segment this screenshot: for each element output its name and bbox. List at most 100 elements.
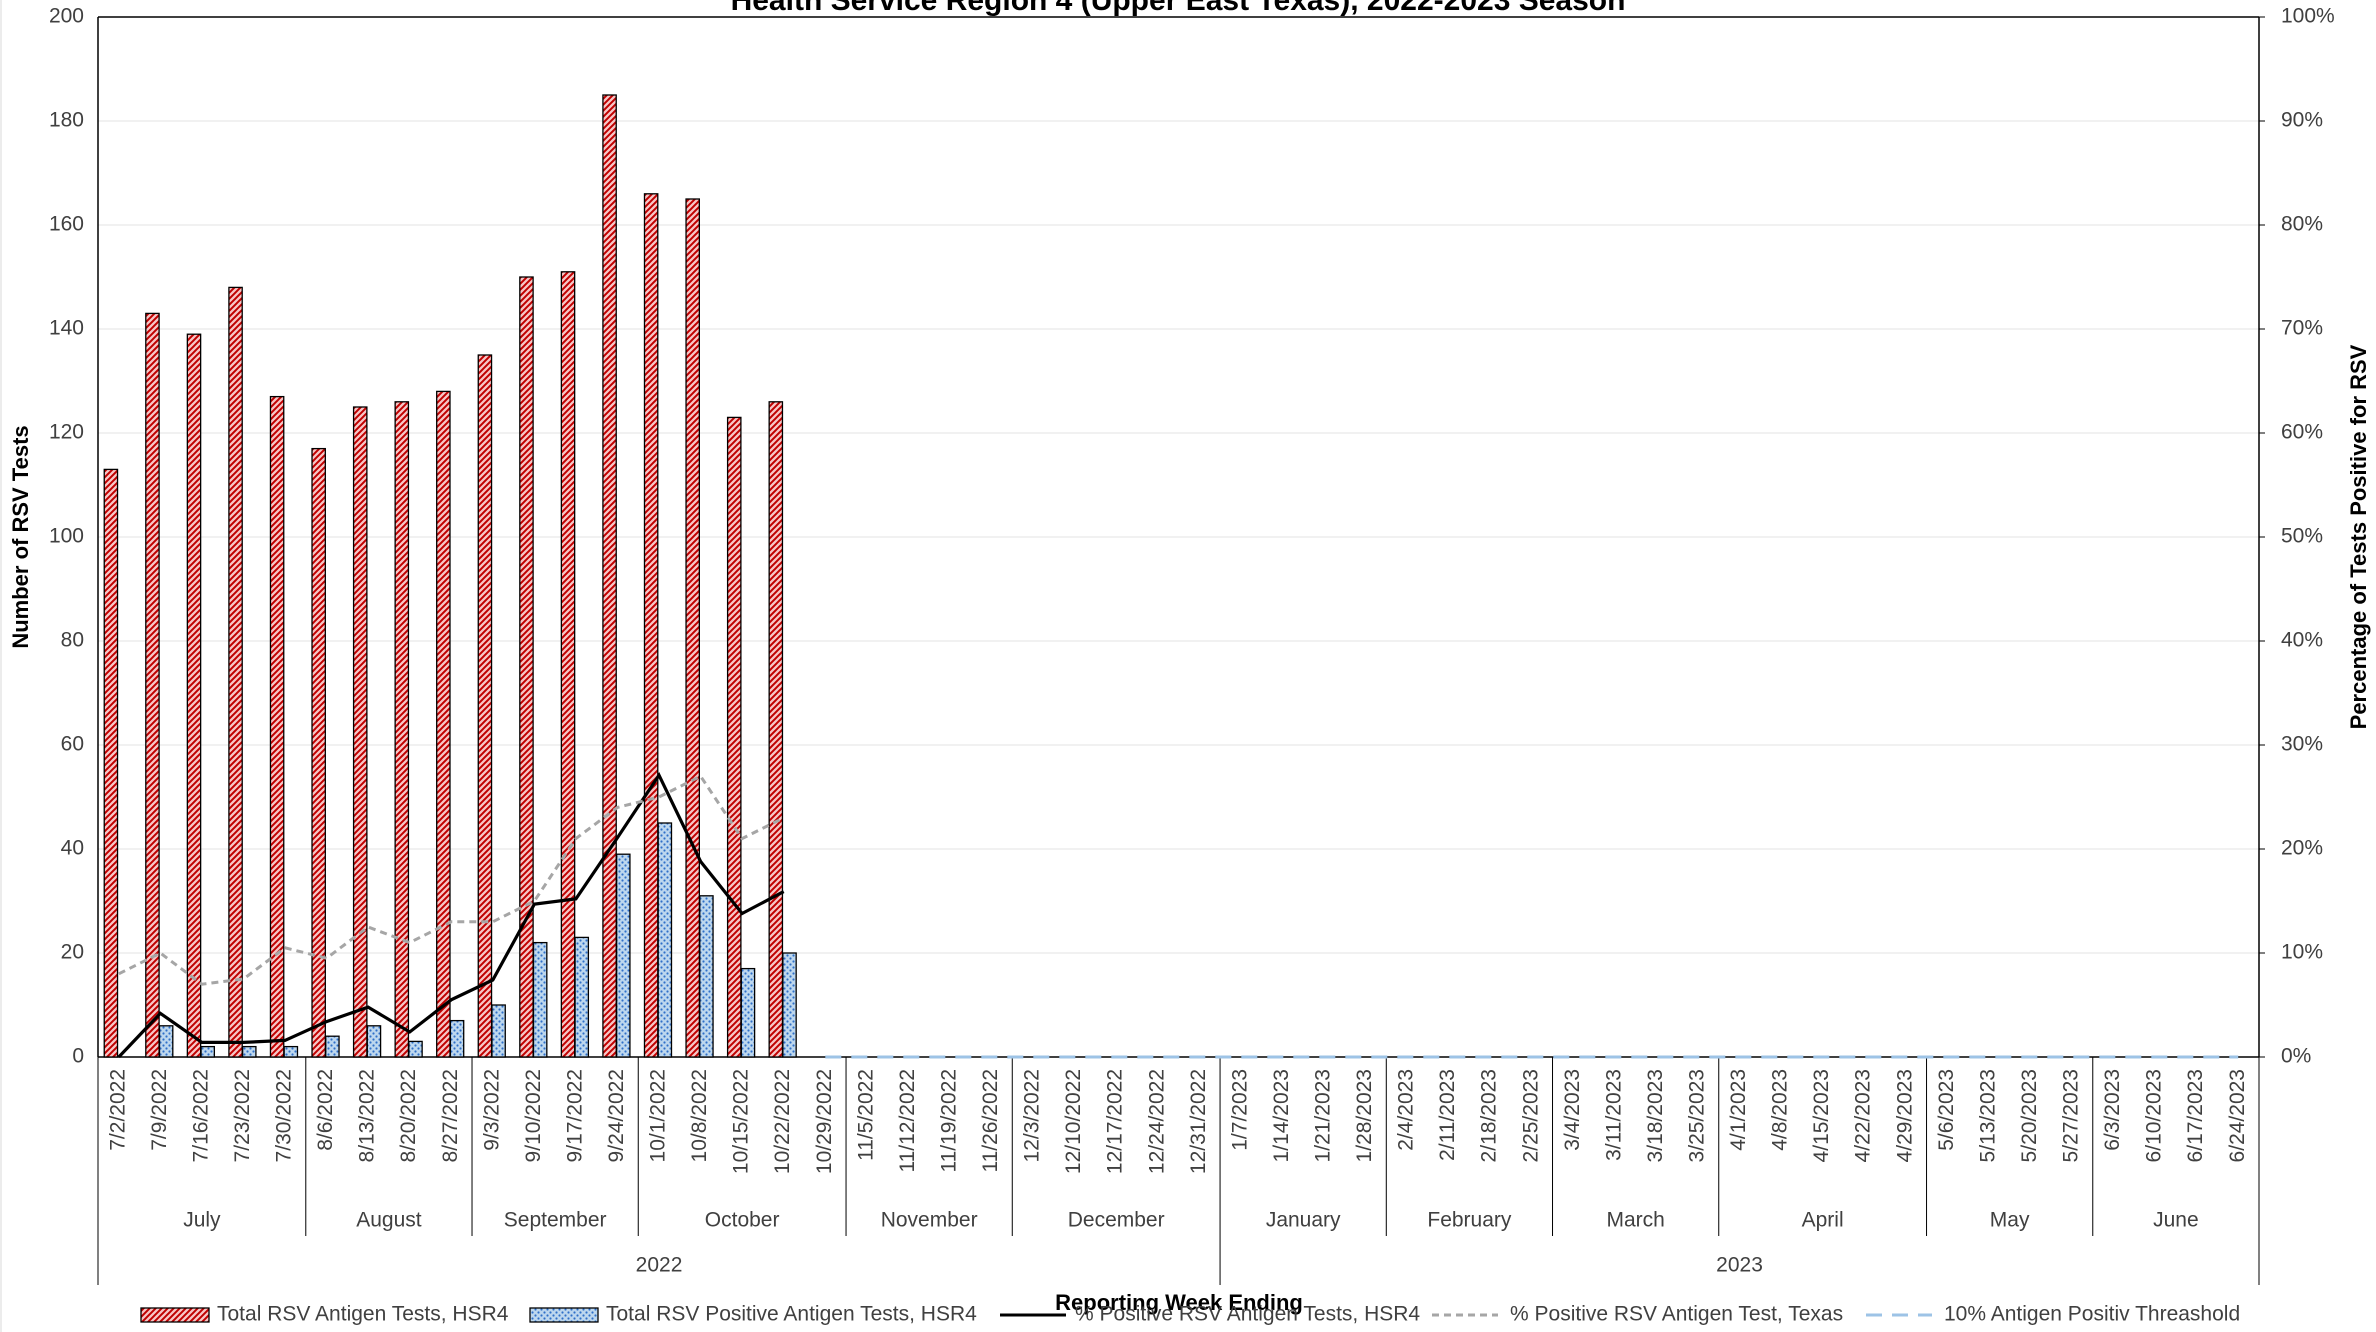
month-label: April (1802, 1209, 1844, 1232)
bar (477, 354, 493, 1058)
x-tick-label: 11/19/2022 (937, 1069, 960, 1173)
x-tick-label: 1/7/2023 (1228, 1069, 1251, 1151)
x-tick-label: 8/6/2022 (314, 1069, 337, 1151)
month-label: October (705, 1209, 780, 1232)
y2-tick-label: 90% (2281, 109, 2323, 132)
y2-tick-label: 100% (2281, 5, 2335, 28)
x-tick-label: 6/3/2023 (2101, 1069, 2124, 1151)
x-tick-label: 4/29/2023 (1893, 1069, 1916, 1162)
x-tick-label: 7/2/2022 (106, 1069, 129, 1151)
x-tick-label: 4/8/2023 (1769, 1069, 1792, 1151)
bar (352, 406, 368, 1058)
x-tick-label: 2/25/2023 (1519, 1069, 1542, 1162)
y-tick-label: 60 (61, 733, 84, 756)
bar (657, 822, 673, 1058)
y-tick-label: 200 (49, 5, 84, 28)
x-tick-label: 11/12/2022 (896, 1069, 919, 1173)
bar (615, 853, 631, 1058)
y2-tick-label: 80% (2281, 213, 2323, 236)
x-tick-label: 3/18/2023 (1644, 1069, 1667, 1162)
y2-tick-label: 50% (2281, 525, 2323, 548)
x-tick-label: 8/13/2022 (356, 1069, 379, 1162)
legend-label: % Positive RSV Antigen Test, Texas (1510, 1303, 1843, 1326)
month-label: February (1427, 1209, 1512, 1232)
y2-tick-label: 30% (2281, 733, 2323, 756)
x-tick-label: 5/27/2023 (2060, 1069, 2083, 1162)
bar (491, 1004, 506, 1058)
x-tick-label: 1/28/2023 (1353, 1069, 1376, 1162)
bar (228, 286, 243, 1058)
x-tick-label: 12/10/2022 (1062, 1069, 1085, 1174)
y2-tick-label: 40% (2281, 629, 2323, 652)
bar (158, 1025, 174, 1058)
y2-axis-title: Percentage of Tests Positive for RSV (2346, 344, 2371, 729)
y-tick-label: 100 (49, 525, 84, 548)
bar (408, 1040, 423, 1058)
bar (726, 416, 742, 1058)
x-tick-label: 7/23/2022 (231, 1069, 254, 1162)
x-tick-label: 12/31/2022 (1187, 1069, 1210, 1174)
bar (574, 936, 590, 1058)
x-tick-label: 12/17/2022 (1104, 1069, 1127, 1174)
bar (283, 1045, 299, 1058)
x-tick-label: 11/26/2022 (979, 1069, 1002, 1173)
month-label: January (1266, 1209, 1341, 1232)
x-tick-label: 12/3/2022 (1021, 1069, 1044, 1162)
line (118, 774, 785, 986)
x-tick-label: 6/24/2023 (2226, 1069, 2249, 1162)
x-tick-label: 10/1/2022 (647, 1069, 670, 1162)
legend-label: 10% Antigen Positiv Threashold (1944, 1303, 2240, 1326)
month-label: June (2153, 1209, 2199, 1232)
bar (394, 401, 410, 1058)
year-label: 2023 (1716, 1254, 1763, 1277)
x-tick-label: 8/27/2022 (439, 1069, 462, 1162)
bar (311, 447, 326, 1058)
bar (782, 952, 797, 1058)
y2-tick-label: 60% (2281, 421, 2323, 444)
bar (740, 967, 756, 1058)
x-tick-label: 5/13/2023 (1976, 1069, 1999, 1162)
x-tick-label: 3/4/2023 (1561, 1069, 1584, 1151)
year-label: 2022 (636, 1254, 683, 1277)
bar (145, 312, 160, 1058)
y-tick-label: 120 (49, 421, 84, 444)
bar (449, 1019, 465, 1058)
bar (325, 1035, 340, 1058)
bar (685, 198, 700, 1058)
bar (519, 276, 534, 1058)
x-tick-label: 4/15/2023 (1810, 1069, 1833, 1162)
month-label: November (881, 1209, 978, 1232)
legend-label: Total RSV Positive Antigen Tests, HSR4 (606, 1303, 977, 1326)
y2-tick-label: 0% (2281, 1045, 2311, 1068)
legend-label: % Positive RSV Antigen Tests, HSR4 (1075, 1303, 1420, 1326)
y-tick-label: 0 (72, 1045, 84, 1068)
bar (643, 193, 659, 1058)
y-tick-label: 140 (49, 317, 84, 340)
x-tick-label: 1/21/2023 (1311, 1069, 1334, 1162)
bar (241, 1045, 257, 1058)
y2-tick-label: 20% (2281, 837, 2323, 860)
x-tick-label: 11/5/2022 (854, 1069, 877, 1161)
month-label: December (1068, 1209, 1165, 1232)
bar (560, 271, 576, 1058)
x-tick-label: 3/25/2023 (1686, 1069, 1709, 1162)
y-tick-label: 160 (49, 213, 84, 236)
y-tick-label: 80 (61, 629, 84, 652)
y-tick-label: 40 (61, 837, 84, 860)
x-tick-label: 6/17/2023 (2184, 1069, 2207, 1162)
legend-label: Total RSV Antigen Tests, HSR4 (217, 1303, 509, 1326)
bar (532, 941, 548, 1058)
x-tick-label: 10/15/2022 (730, 1069, 753, 1174)
legend-swatch (529, 1307, 599, 1323)
chart-title: Health Service Region 4 (Upper East Texa… (731, 0, 1626, 17)
x-tick-label: 4/1/2023 (1727, 1069, 1750, 1151)
x-tick-label: 9/24/2022 (605, 1069, 628, 1162)
x-tick-label: 6/10/2023 (2143, 1069, 2166, 1162)
x-tick-label: 4/22/2023 (1852, 1069, 1875, 1162)
bar (436, 390, 451, 1058)
y-axis-title: Number of RSV Tests (8, 425, 33, 648)
x-tick-label: 12/24/2022 (1145, 1069, 1168, 1174)
x-tick-label: 3/11/2023 (1602, 1069, 1625, 1161)
bar (699, 895, 714, 1058)
